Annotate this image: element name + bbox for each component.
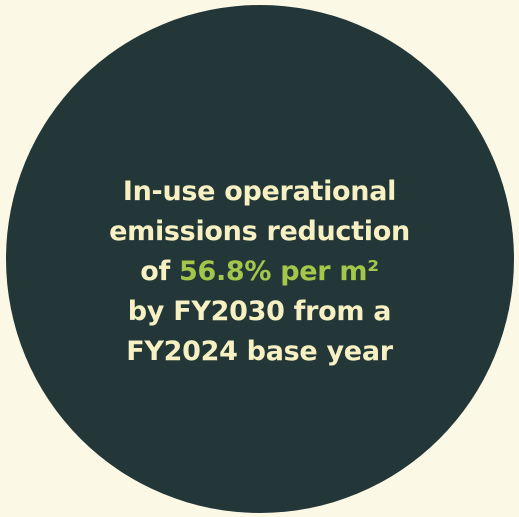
statement-line-3-prefix: of — [140, 256, 179, 287]
statement-line-2: emissions reduction — [109, 216, 410, 247]
statement-line-5: FY2024 base year — [126, 336, 393, 367]
statement-line-1: In-use operational — [122, 176, 397, 207]
statement-line-4: by FY2030 from a — [127, 296, 392, 327]
statement-line-3: of 56.8% per m² — [60, 252, 459, 292]
reduction-percentage-highlight: 56.8% per m² — [179, 256, 379, 287]
emissions-target-statement: In-use operational emissions reduction o… — [60, 172, 459, 372]
dark-circle-background — [6, 5, 514, 513]
